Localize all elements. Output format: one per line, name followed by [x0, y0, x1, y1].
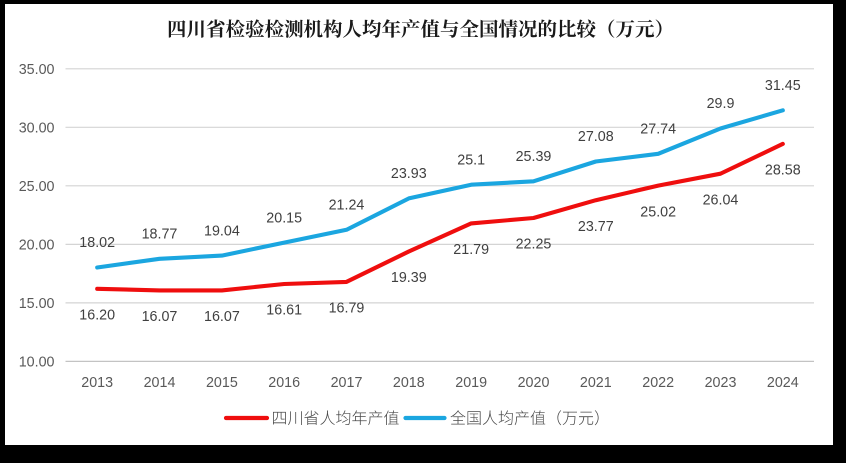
svg-text:27.08: 27.08 [578, 129, 614, 145]
svg-text:2017: 2017 [331, 375, 363, 391]
svg-text:21.24: 21.24 [329, 198, 365, 214]
svg-text:27.74: 27.74 [640, 122, 676, 138]
svg-text:20.00: 20.00 [19, 238, 55, 254]
svg-text:2013: 2013 [81, 375, 113, 391]
svg-text:35.00: 35.00 [19, 62, 55, 78]
svg-text:19.39: 19.39 [391, 270, 427, 286]
svg-text:25.02: 25.02 [640, 204, 676, 220]
svg-text:30.00: 30.00 [19, 121, 55, 137]
svg-text:25.00: 25.00 [19, 179, 55, 195]
svg-text:20.15: 20.15 [266, 210, 302, 226]
svg-text:18.02: 18.02 [79, 235, 115, 251]
svg-text:25.39: 25.39 [516, 149, 552, 165]
svg-text:16.20: 16.20 [79, 308, 115, 324]
svg-text:16.79: 16.79 [329, 301, 365, 317]
svg-text:28.58: 28.58 [765, 163, 801, 179]
svg-text:29.9: 29.9 [707, 96, 735, 112]
svg-text:2022: 2022 [642, 375, 674, 391]
svg-text:22.25: 22.25 [516, 237, 552, 253]
svg-text:2024: 2024 [767, 375, 799, 391]
svg-text:21.79: 21.79 [453, 242, 489, 258]
svg-text:15.00: 15.00 [19, 296, 55, 312]
svg-text:2021: 2021 [580, 375, 612, 391]
svg-text:10.00: 10.00 [19, 355, 55, 371]
svg-text:16.07: 16.07 [204, 309, 240, 325]
svg-text:2023: 2023 [705, 375, 737, 391]
svg-text:26.04: 26.04 [703, 192, 739, 208]
svg-text:19.04: 19.04 [204, 223, 240, 239]
svg-text:18.77: 18.77 [142, 227, 178, 243]
svg-text:16.61: 16.61 [266, 303, 302, 319]
svg-text:16.07: 16.07 [142, 309, 178, 325]
svg-text:2019: 2019 [455, 375, 487, 391]
svg-text:23.77: 23.77 [578, 219, 614, 235]
svg-text:2018: 2018 [393, 375, 425, 391]
svg-text:2020: 2020 [518, 375, 550, 391]
svg-text:2015: 2015 [206, 375, 238, 391]
svg-text:31.45: 31.45 [765, 78, 801, 94]
svg-text:2016: 2016 [268, 375, 300, 391]
svg-text:23.93: 23.93 [391, 166, 427, 182]
svg-text:25.1: 25.1 [457, 152, 485, 168]
svg-text:2014: 2014 [144, 375, 176, 391]
